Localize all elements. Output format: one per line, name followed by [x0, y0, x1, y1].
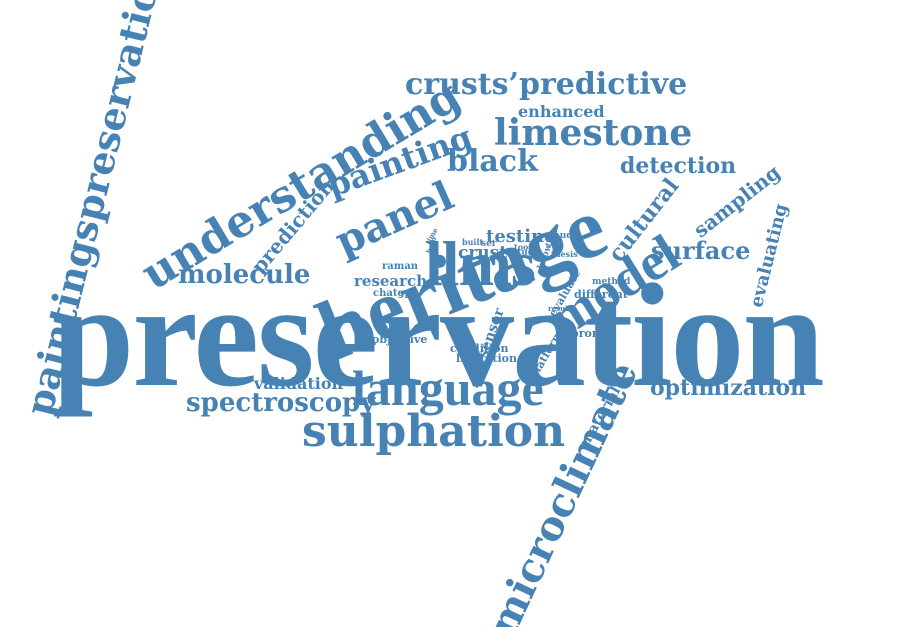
word-limestone: limestone — [494, 112, 693, 154]
word-objective: objective — [372, 333, 428, 346]
word-built: built — [462, 237, 484, 247]
word-molecule: molecule — [178, 260, 311, 290]
word-enhanced: enhanced — [518, 102, 605, 121]
word-preservation: preservation — [52, 254, 825, 418]
word-testing: testing — [486, 226, 557, 247]
word-study: study — [512, 248, 540, 258]
word-llms: llms — [425, 228, 536, 299]
word-surface: surface — [651, 236, 751, 265]
word-chatgpt: chatgpt — [373, 288, 417, 299]
word-language: language — [352, 360, 544, 416]
word-black: black — [447, 144, 538, 179]
word-prompt: prompt — [571, 327, 617, 340]
word-tool: tool — [514, 242, 532, 252]
word-condition: condition — [450, 342, 509, 355]
word-claude: claude — [545, 231, 579, 241]
word-crust: crust — [458, 243, 508, 263]
word-sulphation: sulphation — [302, 406, 566, 457]
word-raman: raman — [382, 261, 419, 272]
word-different: different — [574, 288, 628, 301]
word-limitation: limitation — [456, 352, 517, 365]
word-method: method — [592, 277, 631, 287]
word-ser: ser — [481, 239, 497, 249]
word-research: research — [354, 272, 428, 290]
word-detection: detection — [620, 153, 737, 179]
word-crusts-predictive: crusts’predictive — [405, 67, 688, 102]
word-validation: validation — [254, 374, 344, 393]
word-result: result — [548, 304, 572, 313]
word-optimization: optimization — [650, 375, 807, 401]
word-spectroscopy: spectroscopy — [186, 388, 376, 418]
word-thesis: thesis — [551, 249, 578, 259]
